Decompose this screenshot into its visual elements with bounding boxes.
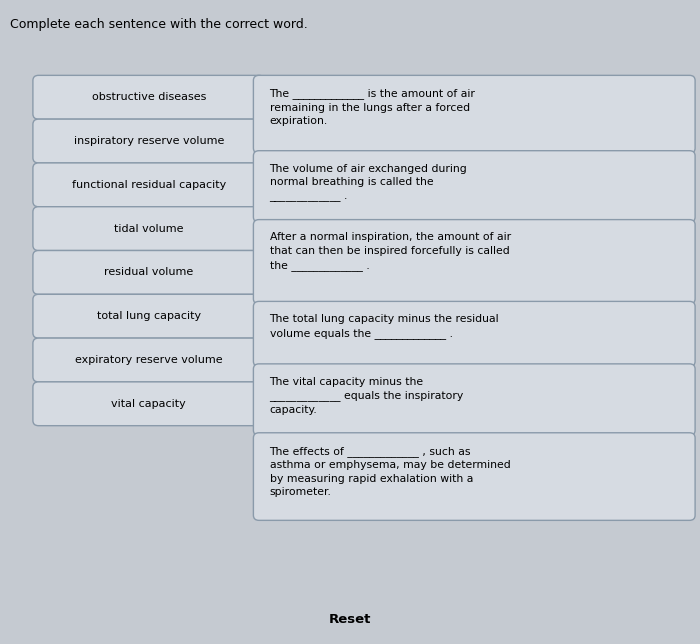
Text: The vital capacity minus the
_____________ equals the inspiratory
capacity.: The vital capacity minus the ___________… [270,377,463,415]
Text: vital capacity: vital capacity [111,399,186,409]
Text: obstructive diseases: obstructive diseases [92,92,206,102]
FancyBboxPatch shape [253,75,695,153]
Text: total lung capacity: total lung capacity [97,311,201,321]
Text: The _____________ is the amount of air
remaining in the lungs after a forced
exp: The _____________ is the amount of air r… [270,88,475,126]
FancyBboxPatch shape [253,301,695,366]
Text: The volume of air exchanged during
normal breathing is called the
_____________ : The volume of air exchanged during norma… [270,164,468,202]
FancyBboxPatch shape [253,364,695,435]
Text: After a normal inspiration, the amount of air
that can then be inspired forceful: After a normal inspiration, the amount o… [270,232,510,270]
Text: expiratory reserve volume: expiratory reserve volume [75,355,223,365]
FancyBboxPatch shape [253,433,695,520]
Text: The effects of _____________ , such as
asthma or emphysema, may be determined
by: The effects of _____________ , such as a… [270,446,510,497]
FancyBboxPatch shape [33,251,265,294]
FancyBboxPatch shape [33,163,265,207]
FancyBboxPatch shape [33,75,265,119]
FancyBboxPatch shape [33,294,265,338]
Text: functional residual capacity: functional residual capacity [71,180,226,190]
FancyBboxPatch shape [33,382,265,426]
FancyBboxPatch shape [33,207,265,251]
FancyBboxPatch shape [33,338,265,382]
Text: residual volume: residual volume [104,267,193,278]
Text: tidal volume: tidal volume [114,223,183,234]
FancyBboxPatch shape [253,151,695,222]
Text: Reset: Reset [329,613,371,626]
FancyBboxPatch shape [33,119,265,163]
Text: The total lung capacity minus the residual
volume equals the _____________ .: The total lung capacity minus the residu… [270,314,499,339]
Text: inspiratory reserve volume: inspiratory reserve volume [74,136,224,146]
FancyBboxPatch shape [253,220,695,304]
Text: Complete each sentence with the correct word.: Complete each sentence with the correct … [10,18,308,31]
